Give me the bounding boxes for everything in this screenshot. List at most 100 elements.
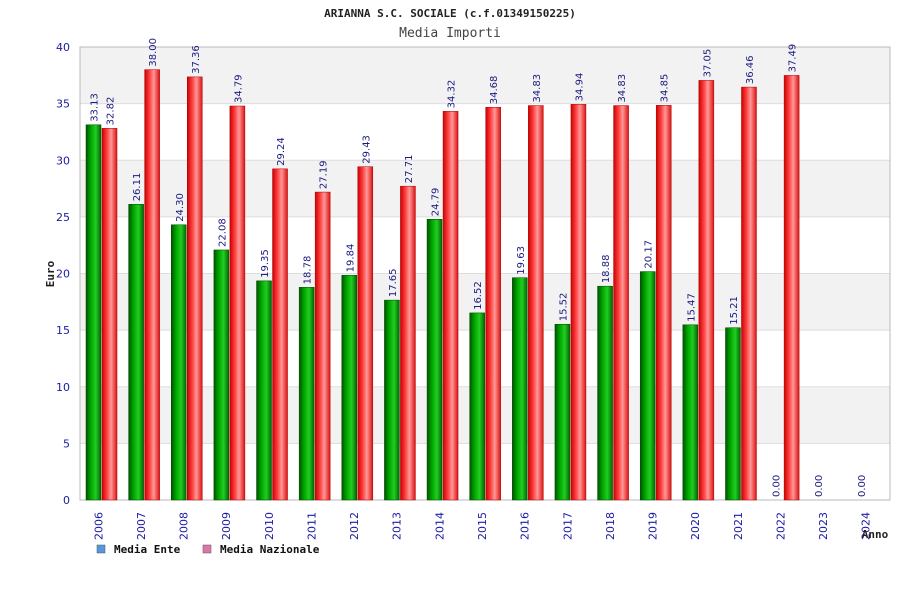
bar-media-ente	[171, 224, 187, 501]
bar-media-ente	[469, 312, 485, 501]
data-label: 0.00	[814, 475, 825, 497]
bar-media-ente	[682, 324, 699, 501]
chart-subtitle: Media Importi	[399, 26, 501, 41]
bar-media-nazionale	[741, 86, 757, 501]
bar-media-nazionale	[698, 80, 715, 501]
x-tick-label: 2022	[774, 512, 787, 540]
bar-media-nazionale	[613, 105, 629, 501]
data-label: 37.05	[702, 49, 713, 78]
y-tick-label: 40	[56, 41, 70, 54]
data-label: 19.84	[345, 244, 356, 273]
y-axis-ticks: 0 5 10 15 20 25 30 35 40	[56, 41, 70, 507]
data-label: 19.35	[260, 249, 271, 278]
bar-media-nazionale	[655, 105, 672, 501]
data-labels: 33.13 32.82 26.11 38.00 24.30 37.36 22.08 34.79…	[90, 38, 868, 497]
x-tick-label: 2012	[348, 512, 361, 540]
y-tick-label: 25	[56, 211, 70, 224]
x-axis-label: Anno	[862, 528, 889, 541]
x-tick-label: 2008	[178, 512, 191, 540]
data-label: 29.24	[276, 137, 287, 166]
data-label: 34.83	[532, 74, 543, 103]
x-tick-label: 2017	[561, 512, 574, 540]
bar-media-ente	[256, 280, 272, 501]
chart-title: ARIANNA S.C. SOCIALE (c.f.01349150225)	[324, 7, 576, 20]
bar-media-ente	[639, 271, 656, 501]
bar-media-ente	[554, 323, 571, 501]
data-label: 36.46	[745, 55, 756, 84]
data-label: 15.52	[558, 293, 569, 322]
x-axis-ticks: 2006 2007 2008 2009 2010 2011 2012 2013 2014 2015…	[92, 512, 872, 540]
y-tick-label: 35	[56, 98, 70, 111]
y-tick-label: 10	[56, 381, 70, 394]
y-axis-label: Euro	[44, 260, 57, 287]
data-label: 29.43	[361, 135, 372, 164]
bar-media-nazionale	[144, 69, 160, 501]
bar-media-ente	[597, 285, 613, 501]
bar-media-nazionale	[442, 111, 459, 501]
bar-media-nazionale	[357, 166, 374, 501]
bar-media-nazionale	[187, 76, 203, 501]
y-tick-label: 20	[56, 268, 70, 281]
bar-media-ente	[384, 299, 400, 501]
bar-media-nazionale	[314, 191, 331, 501]
data-label: 38.00	[148, 38, 159, 67]
legend-label-media-ente: Media Ente	[114, 543, 181, 556]
data-label: 15.21	[729, 296, 740, 325]
data-label: 34.83	[617, 74, 628, 103]
y-tick-label: 5	[63, 437, 70, 450]
bar-media-nazionale	[101, 128, 118, 501]
data-label: 34.32	[447, 80, 458, 109]
bar-media-nazionale	[485, 106, 501, 501]
bar-media-ente	[298, 287, 315, 501]
bar-media-ente	[213, 249, 230, 501]
data-label: 0.00	[772, 475, 783, 497]
data-label: 24.30	[175, 193, 186, 222]
bar-media-ente	[128, 204, 144, 501]
legend-swatch-media-ente	[96, 544, 106, 554]
bar-media-nazionale	[783, 75, 800, 501]
bar-media-nazionale	[400, 185, 416, 501]
data-label: 19.63	[516, 246, 527, 275]
x-tick-label: 2013	[391, 512, 404, 540]
plot-area	[79, 46, 891, 501]
x-tick-label: 2010	[263, 512, 276, 540]
x-tick-label: 2018	[604, 512, 617, 540]
x-tick-label: 2023	[817, 512, 830, 540]
bar-media-nazionale	[570, 104, 587, 501]
x-tick-label: 2011	[305, 512, 318, 540]
y-tick-label: 15	[56, 324, 70, 337]
legend-swatch-media-nazionale	[202, 544, 212, 554]
x-tick-label: 2007	[135, 512, 148, 540]
data-label: 37.36	[191, 45, 202, 74]
x-tick-label: 2014	[433, 512, 446, 540]
data-label: 0.00	[857, 475, 868, 497]
data-label: 34.79	[233, 74, 244, 103]
data-label: 20.17	[644, 240, 655, 269]
legend-label-media-nazionale: Media Nazionale	[220, 543, 320, 556]
data-label: 37.49	[788, 44, 799, 73]
data-label: 24.79	[431, 188, 442, 217]
data-label: 32.82	[106, 97, 117, 126]
data-label: 26.11	[132, 173, 143, 202]
data-label: 34.68	[489, 76, 500, 105]
x-tick-label: 2019	[647, 512, 660, 540]
bar-media-ente	[512, 277, 528, 501]
x-tick-label: 2015	[476, 512, 489, 540]
x-tick-label: 2009	[220, 512, 233, 540]
data-label: 34.94	[574, 73, 585, 102]
x-tick-label: 2020	[689, 512, 702, 540]
data-label: 34.85	[660, 74, 671, 103]
data-label: 17.65	[388, 268, 399, 297]
bar-media-ente	[341, 275, 358, 501]
bars	[85, 69, 800, 501]
y-tick-label: 30	[56, 154, 70, 167]
data-label: 16.52	[473, 281, 484, 310]
bar-media-nazionale	[229, 105, 246, 501]
x-tick-label: 2006	[92, 512, 105, 540]
x-tick-label: 2024	[860, 512, 873, 540]
data-label: 18.88	[601, 255, 612, 284]
data-label: 27.19	[319, 160, 330, 189]
legend: Media Ente Media Nazionale	[96, 543, 320, 556]
data-label: 18.78	[303, 256, 314, 285]
